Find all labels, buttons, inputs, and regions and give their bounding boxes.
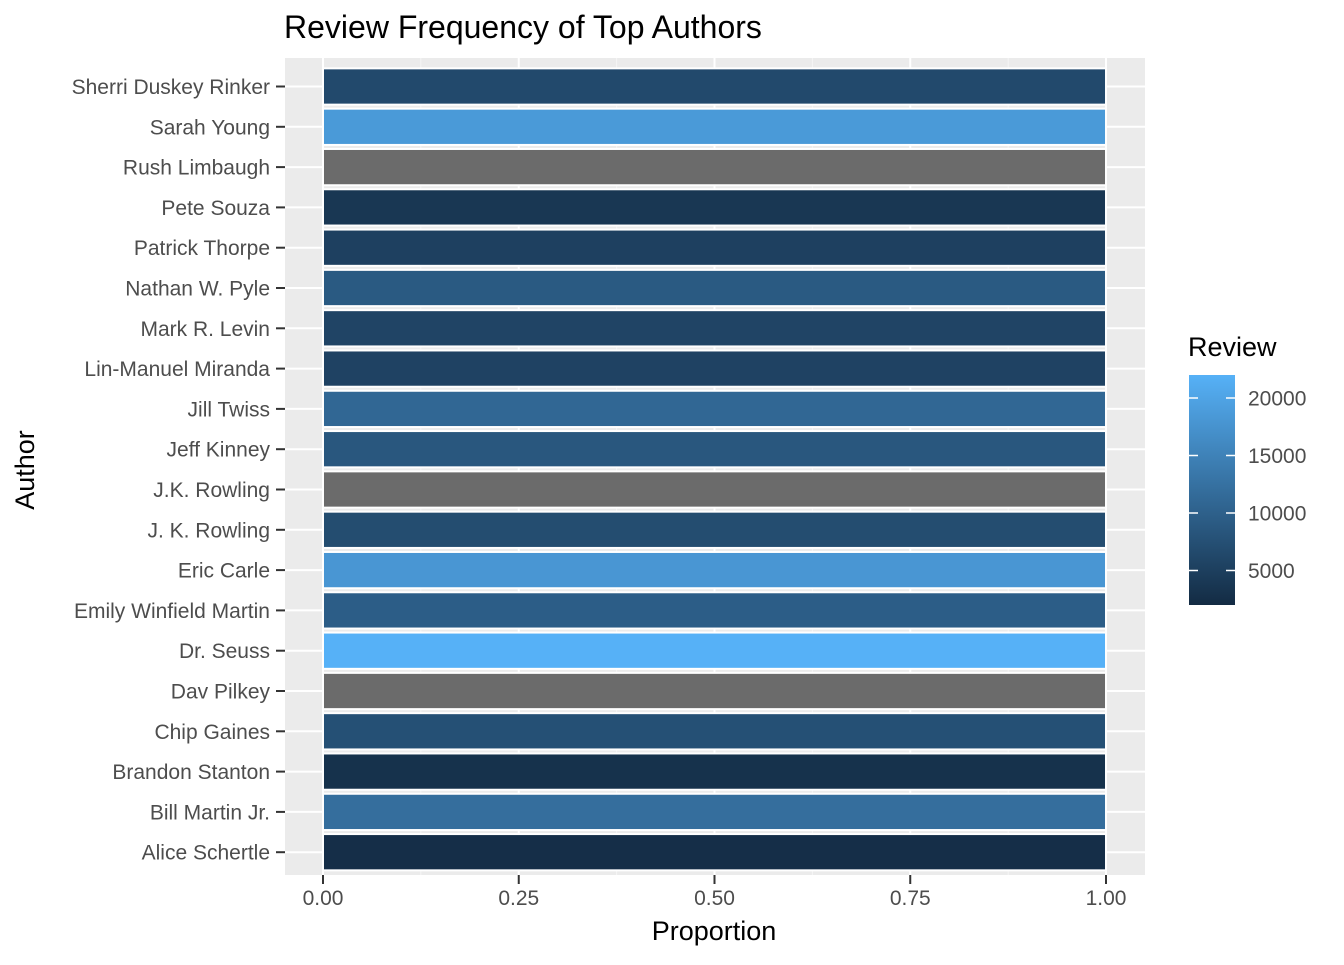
bar [322,631,1107,670]
bar [322,389,1107,429]
bar [322,833,1107,872]
y-tick-label: Patrick Thorpe [134,237,270,260]
y-tick-label: Brandon Stanton [112,761,270,784]
x-tick-label: 0.00 [303,887,344,910]
y-tick-label: Eric Carle [178,560,270,583]
bar [322,228,1107,267]
x-tick-label: 1.00 [1086,887,1127,910]
legend-tick-label: 10000 [1248,503,1306,526]
x-tick-label: 0.25 [498,887,539,910]
bar [322,67,1107,106]
y-tick-label: Jeff Kinney [166,439,270,462]
legend-tick-label: 15000 [1248,445,1306,468]
y-axis: Sherri Duskey Rinker Sarah Young Rush Limb… [72,76,285,865]
legend-title: Review [1188,332,1277,362]
y-tick-label: Dr. Seuss [179,640,270,663]
bar [322,712,1107,751]
x-axis: 0.00 0.25 0.50 0.75 1.00 [303,875,1127,910]
bar [322,591,1107,630]
bar [322,510,1107,549]
x-tick-label: 0.75 [890,887,931,910]
chart-title: Review Frequency of Top Authors [284,9,762,45]
y-tick-label: J. K. Rowling [147,519,270,542]
y-tick-label: Chip Gaines [154,721,270,744]
y-tick-label: Rush Limbaugh [123,157,270,180]
y-tick-label: Emily Winfield Martin [74,600,270,623]
bar [322,430,1107,469]
y-tick-label: Sherri Duskey Rinker [72,76,270,99]
legend-tick-label: 5000 [1248,560,1295,583]
bar [322,792,1107,832]
y-tick-label: Jill Twiss [188,398,270,421]
y-tick-label: Lin-Manuel Miranda [84,358,270,381]
bar [322,349,1107,388]
bars-group [322,67,1107,872]
legend-ticks: 20000 15000 10000 5000 [1189,388,1306,583]
y-tick-label: J.K. Rowling [153,479,270,502]
y-tick-label: Mark R. Levin [140,318,270,341]
legend: Review 20000 15000 10000 5000 [1188,332,1306,605]
y-tick-label: Sarah Young [150,116,270,139]
bar [322,188,1107,227]
y-axis-label: Author [10,430,40,510]
bar [322,309,1107,348]
legend-colorbar [1189,375,1235,605]
bar [322,752,1107,791]
bar [322,550,1107,590]
bar [322,107,1107,146]
bar [322,268,1107,308]
y-tick-label: Bill Martin Jr. [150,801,270,824]
bar [322,671,1107,711]
y-tick-label: Alice Schertle [142,842,270,865]
y-tick-label: Pete Souza [161,197,270,220]
bar [322,470,1107,509]
x-tick-label: 0.50 [694,887,735,910]
legend-tick-label: 20000 [1248,388,1306,411]
y-tick-label: Dav Pilkey [171,681,271,704]
y-tick-label: Nathan W. Pyle [125,278,270,301]
x-axis-label: Proportion [652,916,777,946]
bar [322,147,1107,187]
